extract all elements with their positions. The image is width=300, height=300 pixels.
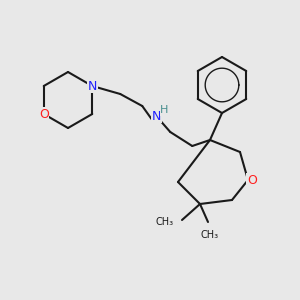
Text: CH₃: CH₃ — [156, 217, 174, 227]
Text: N: N — [88, 80, 97, 92]
Text: O: O — [39, 107, 49, 121]
Text: H: H — [160, 105, 168, 115]
Text: CH₃: CH₃ — [201, 230, 219, 240]
Text: N: N — [152, 110, 161, 122]
Text: O: O — [247, 173, 257, 187]
